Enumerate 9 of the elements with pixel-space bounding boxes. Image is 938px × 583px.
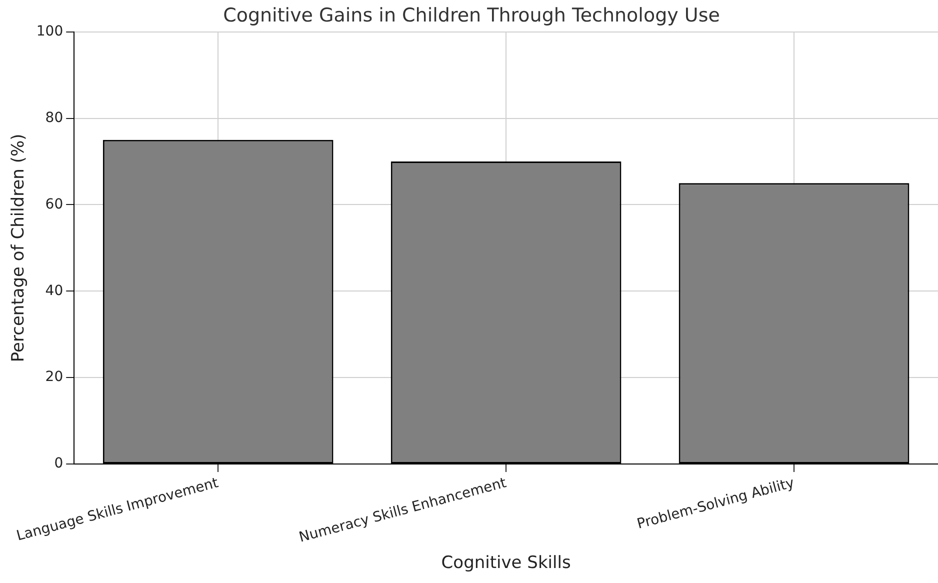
y-tick-label: 40 [45,282,64,299]
y-tick-label: 20 [45,369,64,386]
y-axis-title: Percentage of Children (%) [8,134,29,362]
x-axis-title: Cognitive Skills [441,553,571,574]
chart-title: Cognitive Gains in Children Through Technology Use [223,4,720,26]
y-tick-label: 60 [45,196,64,212]
y-tick-label: 0 [54,456,64,472]
y-tick-label: 80 [45,110,64,126]
y-tick-label: 100 [36,23,64,40]
